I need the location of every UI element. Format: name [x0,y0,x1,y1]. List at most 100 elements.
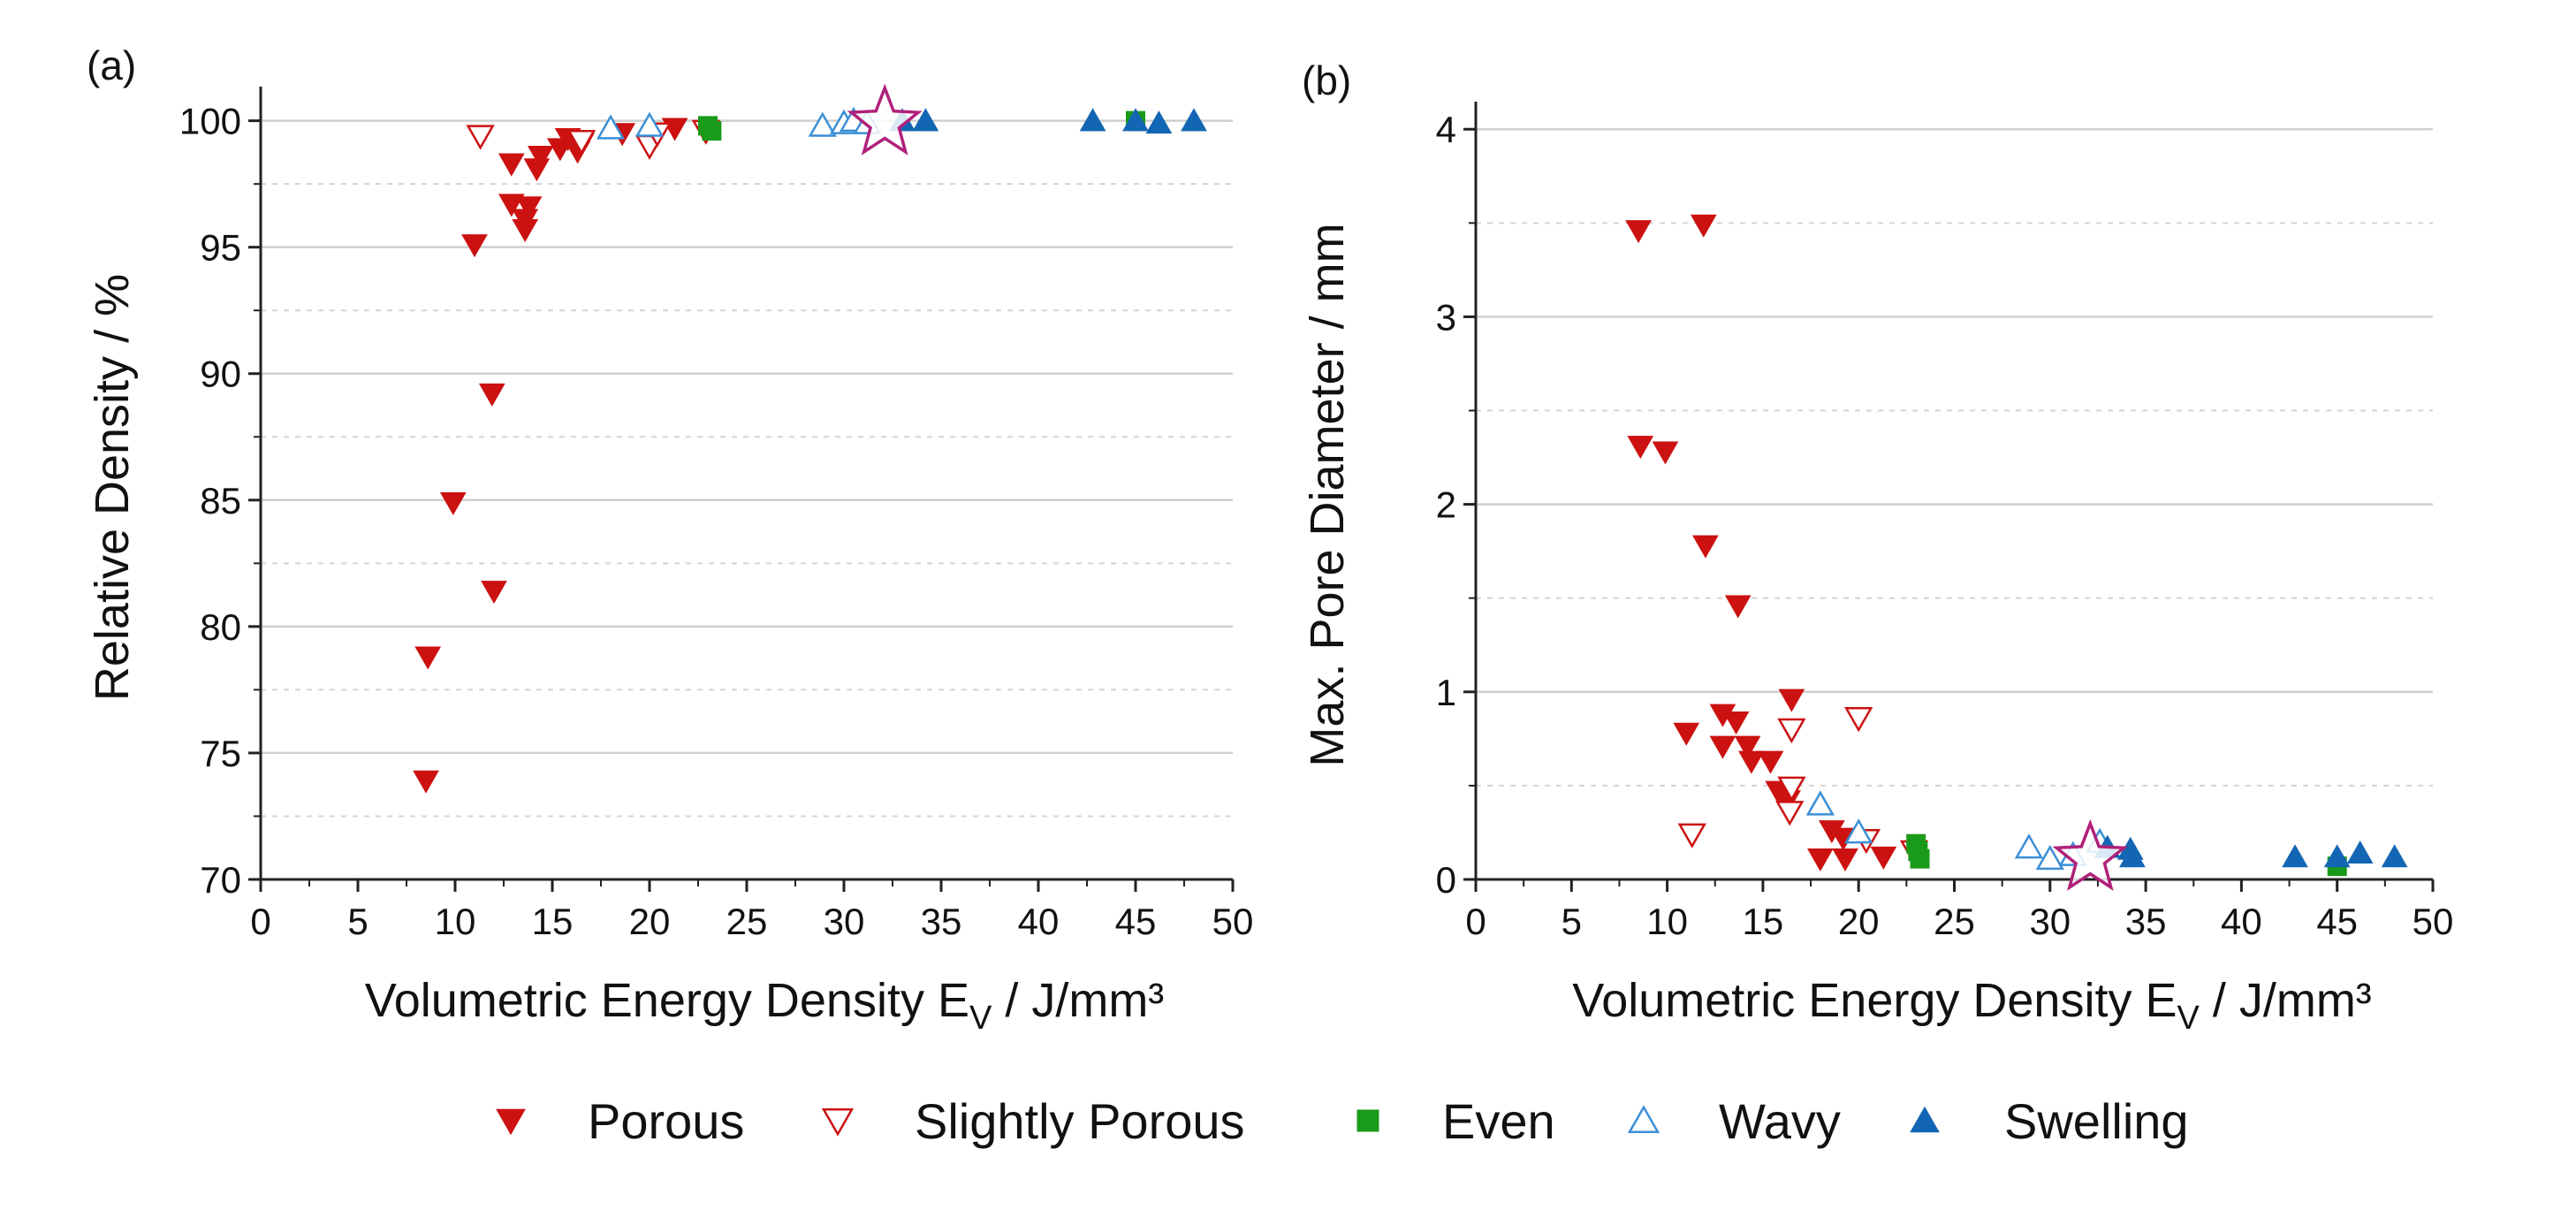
data-point-slightly [1844,707,1873,733]
data-point-wavy [1844,818,1873,844]
y-tick-label: 90 [200,354,241,395]
x-tick-label: 35 [921,901,962,942]
data-point-porous [1673,722,1700,746]
data-point-swelling [1122,108,1149,132]
x-tick-label: 45 [2316,901,2358,942]
x-tick-label: 45 [1115,901,1157,942]
x-tick-label: 30 [824,901,865,942]
y-tick-label: 3 [1436,296,1456,338]
panel-label: (b) [1302,57,1351,103]
data-point-porous [414,646,442,670]
x-tick-label: 50 [2413,901,2454,942]
data-point-swelling [1079,108,1106,132]
x-tick-label: 50 [1212,901,1254,942]
legend-marker-even [1356,1109,1379,1132]
data-point-swelling [2119,844,2146,868]
data-point-swelling [1145,110,1173,134]
x-tick-label: 15 [532,901,574,942]
data-point-porous [1778,689,1805,712]
data-point-porous [1870,846,1897,870]
data-point-swelling [2346,840,2374,864]
data-point-swelling [2323,844,2351,868]
x-tick-label: 0 [250,901,270,942]
chart-panel-b: 0 5 10 15 20 25 30 35 40 45 50 0 1 2 3 4 Max. Pore Diame… [1301,57,2453,1037]
data-point-porous [527,145,554,169]
x-axis-title-main: Volumetric Energy Density E [365,974,969,1027]
legend-marker-wavy [1627,1105,1660,1134]
x-tick-label: 15 [1743,901,1784,942]
y-tick-label: 1 [1436,672,1456,713]
data-point-swelling [2381,844,2408,868]
data-point-porous [1625,220,1652,244]
data-point-slightly [566,130,597,156]
x-tick-label: 0 [1465,901,1486,942]
x-tick-label: 20 [629,901,671,942]
data-point-swelling [912,108,939,132]
data-point-swelling [2282,844,2308,868]
panel-label: (a) [87,42,136,88]
data-point-swelling [1181,108,1207,132]
y-tick-label: 2 [1436,484,1456,526]
data-point-porous [1652,441,1679,465]
y-tick-label: 4 [1436,109,1456,150]
data-point-porous [498,153,525,177]
data-point-porous [1757,750,1784,774]
data-point-porous [1738,750,1765,774]
data-point-porous [461,234,488,258]
highlight-star [2052,818,2128,891]
y-tick-label: 0 [1436,859,1456,901]
data-point-wavy [635,111,665,137]
x-axis-title-subscript: V [2177,1000,2200,1037]
y-tick-label: 75 [200,733,241,774]
x-tick-label: 40 [2221,901,2262,942]
data-point-wavy [1805,790,1835,816]
data-point-porous [512,218,539,242]
legend-item-even: Even [1356,1093,1555,1149]
legend-item-wavy: Wavy [1627,1093,1841,1149]
y-axis-title: Relative Density / % [86,274,139,701]
data-point-wavy [596,114,626,140]
x-axis-title-unit: / J/mm³ [992,974,1164,1027]
x-axis-title: Volumetric Energy Density EV / J/mm³ [1572,974,2372,1037]
data-point-porous [1709,735,1736,759]
chart-panel-a: 0 5 10 15 20 25 30 35 40 45 50 70 75 80 85 90 95 100 Relat… [86,42,1253,1037]
data-point-porous [1807,848,1834,871]
legend-item-porous: Porous [496,1093,744,1149]
data-point-porous [515,196,543,220]
data-point-porous [1724,595,1752,619]
x-tick-label: 35 [2125,901,2167,942]
legend-marker-swelling [1910,1106,1940,1133]
data-point-porous [498,194,525,217]
x-tick-label: 5 [347,901,368,942]
legend-label-wavy: Wavy [1719,1093,1841,1149]
data-point-slightly [1677,823,1706,848]
data-point-porous [523,158,551,182]
y-tick-label: 70 [200,859,241,901]
y-tick-label: 80 [200,606,241,648]
data-point-slightly [1775,801,1805,826]
data-point-porous [439,491,467,515]
legend-item-slightly: Slightly Porous [821,1093,1245,1149]
data-point-porous [481,581,507,605]
legend-label-even: Even [1442,1093,1555,1149]
data-point-porous [1690,214,1717,238]
highlight-star [847,83,923,156]
legend-marker-slightly [821,1107,855,1137]
x-axis-title: Volumetric Energy Density EV / J/mm³ [365,974,1165,1037]
legend-label-swelling: Swelling [2004,1093,2189,1149]
data-point-even [1910,848,1930,869]
y-axis-title: Max. Pore Diameter / mm [1301,223,1354,766]
x-axis-title-unit: / J/mm³ [2200,974,2372,1027]
data-point-porous [1722,711,1750,735]
data-point-porous [1692,535,1719,559]
x-axis-title-main: Volumetric Energy Density E [1572,974,2177,1027]
data-point-porous [1832,848,1858,871]
x-tick-label: 5 [1562,901,1582,942]
y-tick-label: 100 [179,101,241,142]
x-tick-label: 30 [2029,901,2071,942]
legend: Porous Slightly Porous Even Wavy Swelling [496,1093,2189,1149]
x-tick-label: 25 [1934,901,1975,942]
legend-label-porous: Porous [588,1093,744,1149]
x-tick-label: 40 [1018,901,1060,942]
